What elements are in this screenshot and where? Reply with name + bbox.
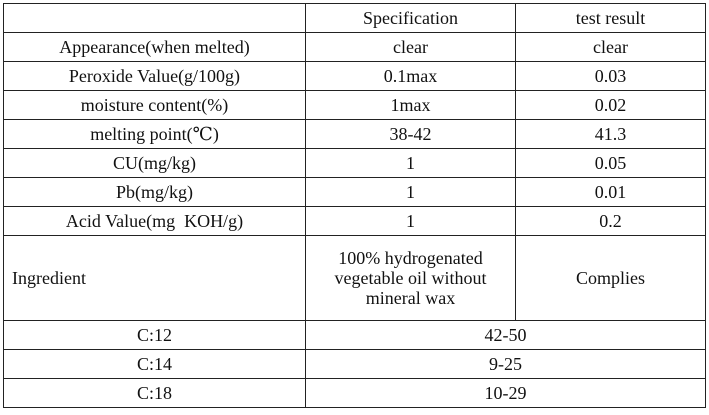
item-cell: Peroxide Value(g/100g) — [3, 61, 306, 91]
specification-table: Specification test result Appearance(whe… — [3, 3, 706, 408]
header-row: Specification test result — [3, 3, 706, 33]
range-cell: 10-29 — [305, 378, 706, 408]
range-cell: 9-25 — [305, 349, 706, 379]
result-cell: 0.03 — [515, 61, 706, 91]
table-row: Acid Value(mg KOH/g) 1 0.2 — [3, 206, 706, 236]
spec-cell: 38-42 — [305, 119, 516, 149]
item-cell: CU(mg/kg) — [3, 148, 306, 178]
spec-cell: 1 — [305, 206, 516, 236]
item-cell: C:18 — [3, 378, 306, 408]
spec-cell: 0.1max — [305, 61, 516, 91]
fatty-acid-row: C:14 9-25 — [3, 349, 706, 379]
table-row: Pb(mg/kg) 1 0.01 — [3, 177, 706, 207]
ingredient-row: Ingredient 100% hydrogenated vegetable o… — [3, 235, 706, 321]
result-cell: clear — [515, 32, 706, 62]
header-item — [3, 3, 306, 33]
result-cell: 0.01 — [515, 177, 706, 207]
item-cell: C:12 — [3, 320, 306, 350]
item-cell: moisture content(%) — [3, 90, 306, 120]
item-cell: melting point(℃) — [3, 119, 306, 149]
item-cell: C:14 — [3, 349, 306, 379]
result-cell: Complies — [515, 235, 706, 321]
item-cell: Ingredient — [3, 235, 306, 321]
table-row: Appearance(when melted) clear clear — [3, 32, 706, 62]
spec-cell: 1 — [305, 148, 516, 178]
table-row: Peroxide Value(g/100g) 0.1max 0.03 — [3, 61, 706, 91]
result-cell: 41.3 — [515, 119, 706, 149]
table-row: melting point(℃) 38-42 41.3 — [3, 119, 706, 149]
spec-cell: 1 — [305, 177, 516, 207]
item-cell: Pb(mg/kg) — [3, 177, 306, 207]
spec-cell: 1max — [305, 90, 516, 120]
table-row: CU(mg/kg) 1 0.05 — [3, 148, 706, 178]
item-cell: Appearance(when melted) — [3, 32, 306, 62]
fatty-acid-row: C:18 10-29 — [3, 378, 706, 408]
header-specification: Specification — [305, 3, 516, 33]
fatty-acid-row: C:12 42-50 — [3, 320, 706, 350]
result-cell: 0.02 — [515, 90, 706, 120]
spec-cell: clear — [305, 32, 516, 62]
result-cell: 0.2 — [515, 206, 706, 236]
spec-cell: 100% hydrogenated vegetable oil without … — [305, 235, 516, 321]
item-cell: Acid Value(mg KOH/g) — [3, 206, 306, 236]
range-cell: 42-50 — [305, 320, 706, 350]
header-test-result: test result — [515, 3, 706, 33]
table-row: moisture content(%) 1max 0.02 — [3, 90, 706, 120]
result-cell: 0.05 — [515, 148, 706, 178]
